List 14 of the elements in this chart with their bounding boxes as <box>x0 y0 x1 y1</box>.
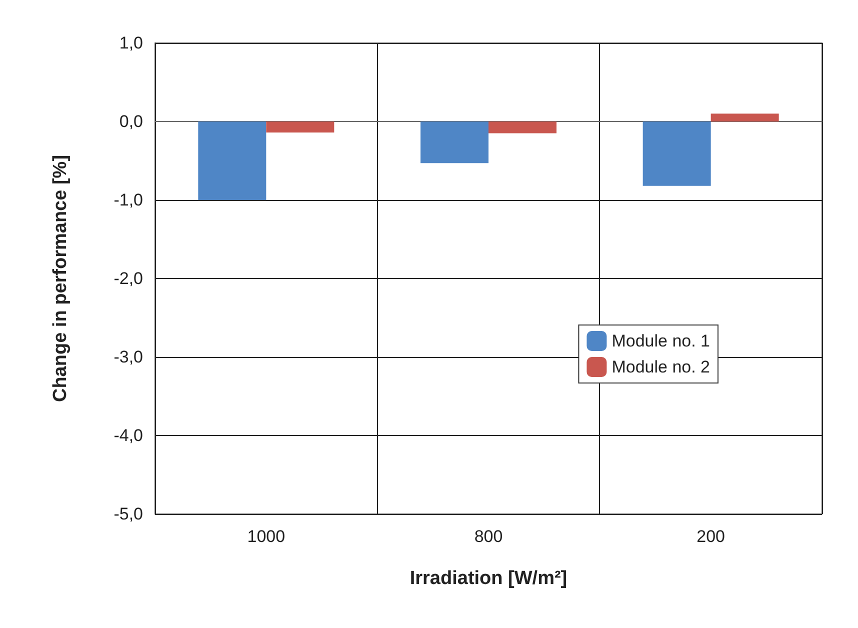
legend-label: Module no. 1 <box>612 332 710 350</box>
y-axis-title: Change in performance [%] <box>50 154 71 402</box>
y-tick-label: 1,0 <box>119 34 143 52</box>
y-tick-label: -5,0 <box>114 504 143 524</box>
x-tick-label: 200 <box>696 527 726 546</box>
y-tick-label: -3,0 <box>114 348 143 366</box>
x-axis-title: Irradiation [W/m²] <box>410 568 568 589</box>
y-tick-label: -4,0 <box>114 426 143 445</box>
legend-label: Module no. 2 <box>612 358 710 376</box>
y-tick-label: -2,0 <box>114 269 143 288</box>
y-tick-label: 0,0 <box>119 112 143 131</box>
x-tick-label: 800 <box>474 527 503 546</box>
x-tick-label: 1000 <box>247 527 286 546</box>
y-tick-label: -1,0 <box>114 190 143 210</box>
